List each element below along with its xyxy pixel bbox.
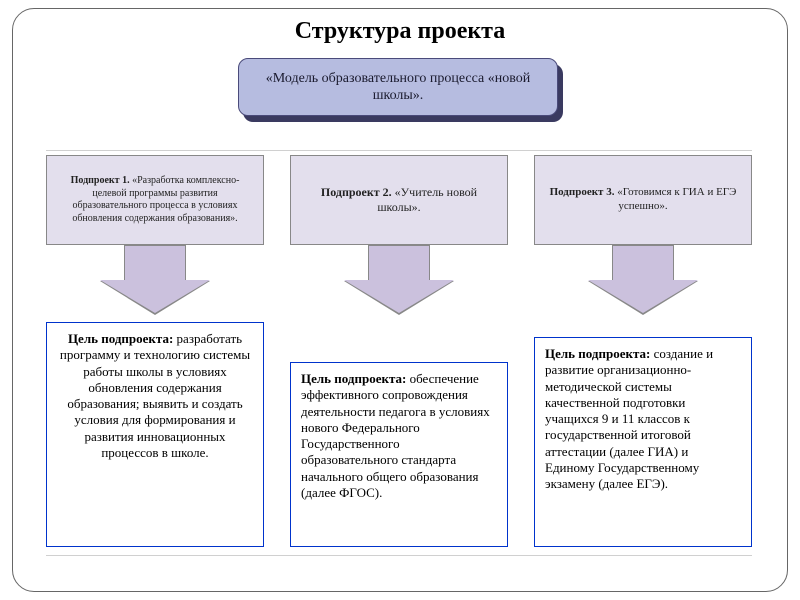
goal-box-1: Цель подпроекта: разработать программу и…: [46, 322, 264, 547]
subproject-2-label: Подпроект 2.: [321, 185, 392, 199]
goal-1-text: разработать программу и технологию систе…: [60, 331, 250, 460]
arrow-2-body: [368, 245, 430, 281]
arrow-1-head-fill: [100, 280, 210, 313]
subproject-2-text: «Учитель новой школы».: [377, 185, 477, 214]
goal-2-label: Цель подпроекта:: [301, 371, 406, 386]
guide-line: [46, 555, 752, 556]
goal-box-2: Цель подпроекта: обеспечение эффективног…: [290, 362, 508, 547]
subproject-box-3: Подпроект 3. «Готовимся к ГИА и ЕГЭ успе…: [534, 155, 752, 245]
subproject-1-content: Подпроект 1. «Разработка комплексно-целе…: [55, 175, 255, 225]
goal-1-label: Цель подпроекта:: [68, 331, 173, 346]
page-title: Структура проекта: [0, 18, 800, 45]
subproject-2-content: Подпроект 2. «Учитель новой школы».: [299, 185, 499, 215]
subproject-box-1: Подпроект 1. «Разработка комплексно-целе…: [46, 155, 264, 245]
arrow-3-head-fill: [588, 280, 698, 313]
arrow-3-body: [612, 245, 674, 281]
subproject-1-label: Подпроект 1.: [71, 175, 130, 186]
arrow-2-head-fill: [344, 280, 454, 313]
subproject-box-2: Подпроект 2. «Учитель новой школы».: [290, 155, 508, 245]
guide-line: [46, 150, 752, 151]
goal-3-text: создание и развитие организационно-метод…: [545, 346, 713, 491]
arrow-1-body: [124, 245, 186, 281]
goal-3-label: Цель подпроекта:: [545, 346, 650, 361]
main-project-text: «Модель образовательного процесса «новой…: [249, 70, 547, 105]
subproject-3-text: «Готовимся к ГИА и ЕГЭ успешно».: [614, 186, 736, 212]
subproject-3-label: Подпроект 3.: [550, 186, 615, 198]
goal-box-3: Цель подпроекта: создание и развитие орг…: [534, 337, 752, 547]
subproject-3-content: Подпроект 3. «Готовимся к ГИА и ЕГЭ успе…: [543, 186, 743, 214]
goal-2-text: обеспечение эффективного сопровождения д…: [301, 371, 490, 500]
main-project-box: «Модель образовательного процесса «новой…: [238, 58, 558, 116]
